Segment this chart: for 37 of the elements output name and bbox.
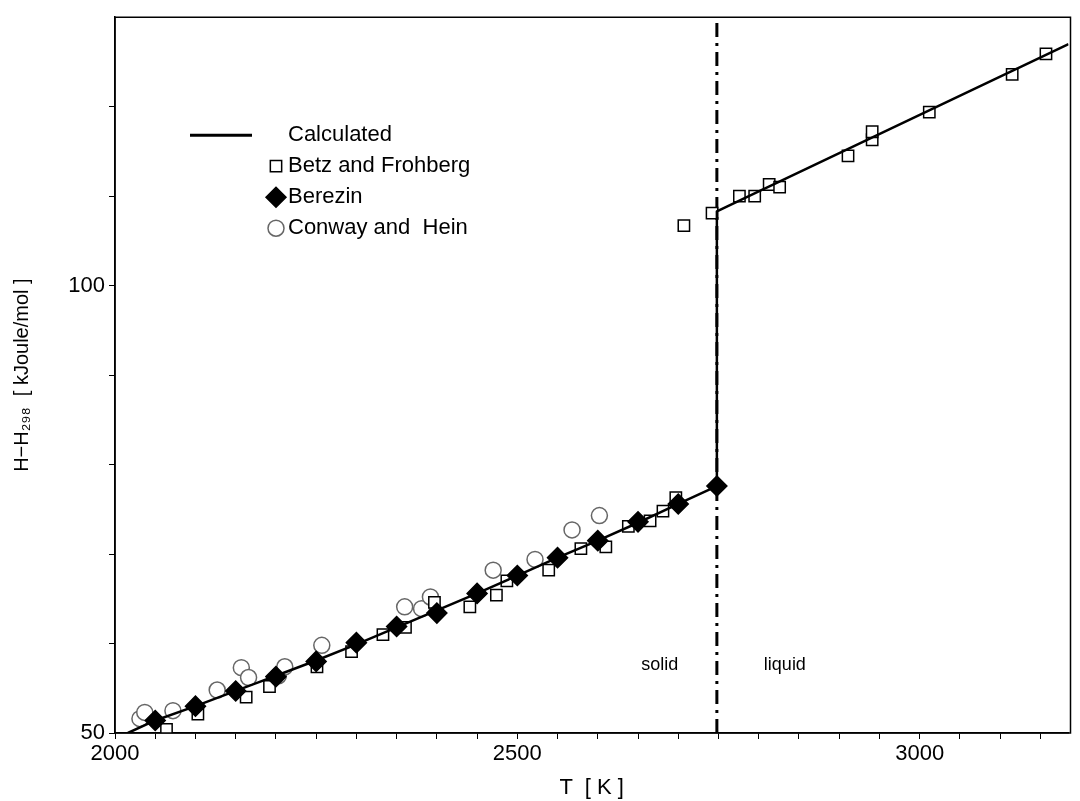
point [426, 602, 448, 624]
point [590, 506, 609, 525]
point [706, 475, 728, 497]
point [563, 521, 581, 539]
y-tick-label: 100 [68, 271, 105, 297]
point [587, 529, 609, 552]
legend-label: Conway and Hein [288, 214, 468, 240]
point [345, 631, 368, 654]
legend-label: Calculated [288, 121, 392, 147]
point [506, 564, 529, 587]
point [466, 582, 488, 605]
point [313, 636, 331, 655]
legend-label: Berezin [288, 183, 363, 209]
x-tick-label: 2500 [492, 740, 542, 766]
point [395, 598, 414, 616]
point [463, 600, 477, 614]
point [239, 668, 258, 687]
point [305, 650, 327, 673]
point [667, 493, 689, 515]
point [484, 561, 502, 579]
annotation: solid [641, 653, 679, 674]
point [144, 709, 166, 732]
y-axis-title: H−H₂₉₈ [ kJoule/mol ] [9, 278, 32, 472]
legend-label: Betz and Frohberg [288, 152, 471, 178]
point [627, 511, 649, 533]
point [526, 550, 544, 569]
point [184, 695, 207, 717]
point [224, 680, 247, 702]
annotation: liquid [763, 653, 806, 674]
x-tick-label: 3000 [895, 740, 945, 766]
point [542, 563, 556, 577]
point [385, 615, 408, 638]
point [677, 219, 691, 233]
point [546, 546, 569, 569]
x-axis-title: T [ K ] [559, 773, 624, 799]
point [489, 588, 503, 602]
point [265, 665, 287, 688]
